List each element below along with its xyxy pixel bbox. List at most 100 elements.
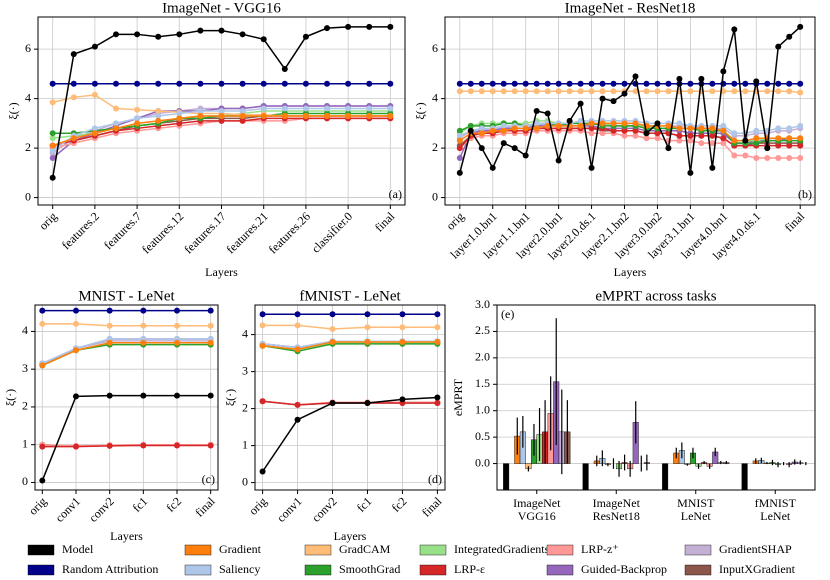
data-point [786,155,793,161]
data-point [731,26,738,33]
data-point [49,174,56,181]
data-point [588,164,595,171]
data-point [643,88,650,95]
x-tick-label: features.21 [223,209,270,256]
data-point [174,392,181,399]
data-point [742,88,749,95]
data-point [753,78,760,85]
data-point [643,135,650,142]
data-point [140,339,147,346]
data-point [643,130,650,137]
data-point [239,31,246,38]
data-point [467,127,474,134]
data-point [434,339,441,345]
data-point [345,80,352,87]
data-point [676,137,683,144]
y-tick-label: 0 [242,474,248,488]
chart-title: eMPRT across tasks [595,288,716,304]
data-point [106,392,113,399]
data-point [281,105,288,112]
x-axis-label: Layers [205,265,238,279]
legend-swatch [419,544,447,556]
data-point [207,339,214,346]
data-point [197,108,204,114]
data-point [294,322,301,329]
data-point [140,442,147,449]
data-point [489,164,496,171]
data-point [621,132,628,139]
data-point [197,80,204,87]
y-tick-label: 0 [25,189,31,203]
data-point [239,112,246,119]
legend-label: GradientSHAP [719,542,792,556]
series-line [261,396,438,472]
data-point [112,80,119,87]
data-point [294,311,301,318]
data-point [72,393,79,400]
data-point [387,105,394,112]
data-point [654,80,661,87]
data-point [797,89,804,96]
data-point [134,80,141,87]
data-point [366,105,373,112]
data-point [742,137,749,144]
data-point [775,155,782,161]
data-point [70,80,77,87]
data-point [654,130,661,137]
data-point [555,157,562,164]
data-point [555,88,562,95]
legend-label: Gradient [219,542,262,556]
data-point [399,396,406,403]
data-point [197,112,204,119]
data-point [753,140,760,147]
x-tick-label: orig [36,209,60,233]
data-point [665,145,672,152]
data-point [764,88,771,95]
data-point [49,99,56,106]
data-point [364,339,371,345]
data-point [106,339,113,346]
data-point [797,122,804,129]
panel-label: (c) [202,472,215,486]
data-point [49,80,56,87]
x-tick-label: final [372,209,398,235]
data-point [294,346,301,353]
data-point [786,135,793,142]
data-point [134,115,141,122]
legend-swatch [546,544,574,556]
x-tick-label: conv1 [274,494,305,525]
chart-title: fMNIST - LeNet [299,288,401,304]
data-point [364,400,371,407]
data-point [500,122,507,129]
legend-label: LRP-ε [454,562,485,576]
data-point [588,88,595,95]
data-point [366,80,373,87]
data-point [786,88,793,95]
data-point [260,105,267,112]
y-tick-label: 4 [22,323,28,337]
series-line [262,341,438,351]
chart-title: ImageNet - VGG16 [162,0,281,16]
data-point [599,120,606,127]
data-point [434,324,441,331]
data-point [364,311,371,318]
x-tick-label: VGG16 [518,509,556,523]
data-point [294,401,301,408]
data-point [720,122,727,129]
legend-swatch [184,544,212,556]
data-point [329,311,336,318]
x-tick-label: orig [26,494,50,518]
data-point [176,31,183,38]
data-point [302,80,309,87]
data-point [140,307,147,314]
data-point [797,23,804,30]
panel-label: (e) [501,307,514,321]
data-point [742,152,749,159]
data-point [478,88,485,95]
y-tick-label: 0.0 [475,455,490,469]
data-point [709,132,716,139]
x-tick-label: features.26 [266,209,313,256]
data-point [259,322,266,329]
data-point [324,25,331,32]
data-point [467,88,474,95]
